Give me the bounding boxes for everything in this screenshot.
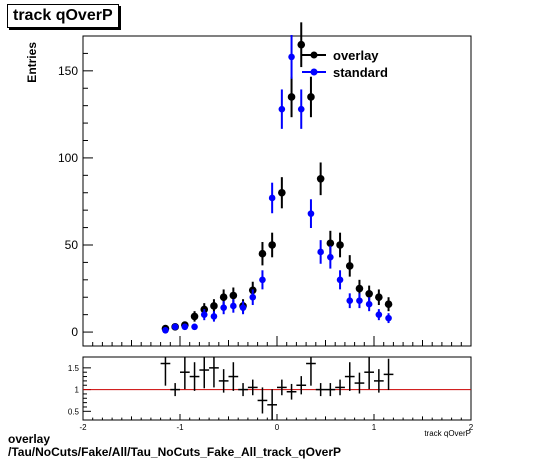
data-point <box>297 105 305 113</box>
data-point <box>307 93 315 101</box>
data-point <box>385 314 392 322</box>
x-axis-label: track qOverP <box>424 429 471 438</box>
y-tick-label: 0 <box>71 325 78 339</box>
data-point <box>316 175 325 183</box>
y-tick-label: 100 <box>58 151 78 165</box>
data-point <box>210 313 218 320</box>
data-point <box>345 262 354 270</box>
legend-entry: overlay <box>333 48 379 63</box>
plot-frame <box>82 35 472 347</box>
data-point <box>171 323 179 331</box>
x-tick-label: 1 <box>372 423 377 432</box>
data-point <box>190 312 199 321</box>
ratio-frame <box>82 356 472 421</box>
data-point <box>327 253 334 261</box>
series-standard <box>162 35 392 334</box>
x-tick-label: 2 <box>469 423 474 432</box>
legend: overlay standard <box>302 48 388 80</box>
data-point <box>278 188 286 197</box>
ratio-points <box>160 357 394 420</box>
data-point <box>317 248 324 256</box>
x-tick-label: -2 <box>79 423 87 432</box>
data-point <box>307 210 315 217</box>
data-point <box>375 311 383 318</box>
data-point <box>287 93 296 101</box>
y-tick-label: 150 <box>58 64 78 78</box>
data-point <box>230 302 237 310</box>
data-point <box>278 105 286 113</box>
data-point <box>219 293 228 302</box>
data-point <box>181 323 189 331</box>
footer: overlay /Tau/NoCuts/Fake/All/Tau_NoCuts_… <box>8 433 341 459</box>
data-point <box>336 241 344 249</box>
data-point <box>258 249 267 258</box>
data-point <box>162 327 169 334</box>
data-point <box>384 300 393 309</box>
data-point <box>210 302 218 310</box>
data-point <box>191 323 198 331</box>
data-point <box>326 239 335 248</box>
legend-entry: standard <box>333 65 388 80</box>
footer-line1: overlay <box>8 432 51 446</box>
data-point <box>239 304 247 311</box>
data-point <box>356 297 363 305</box>
data-point <box>365 300 373 308</box>
x-tick-label: 0 <box>275 423 280 432</box>
legend-marker <box>310 68 318 76</box>
data-point <box>365 289 373 298</box>
data-point <box>220 304 227 311</box>
x-tick-label: -1 <box>176 423 184 432</box>
ratio-tick-label: 1 <box>75 386 80 395</box>
data-point <box>229 291 238 300</box>
legend-marker <box>310 51 318 59</box>
data-point <box>288 53 295 61</box>
data-point <box>297 40 306 49</box>
y-axis-label: Entries <box>25 42 39 83</box>
ratio-tick-label: 0.5 <box>68 407 80 416</box>
data-point <box>346 297 354 305</box>
data-point <box>249 293 257 301</box>
data-point <box>268 194 276 202</box>
data-point <box>259 276 266 284</box>
data-point <box>336 276 344 284</box>
data-point <box>200 311 208 318</box>
data-point <box>375 293 383 302</box>
chart-title: track qOverP <box>7 4 119 28</box>
ratio-tick-label: 1.5 <box>68 364 80 373</box>
data-point <box>355 284 364 293</box>
data-point <box>268 241 276 249</box>
footer-line2: /Tau/NoCuts/Fake/All/Tau_NoCuts_Fake_All… <box>8 445 341 459</box>
y-tick-label: 50 <box>65 238 79 252</box>
